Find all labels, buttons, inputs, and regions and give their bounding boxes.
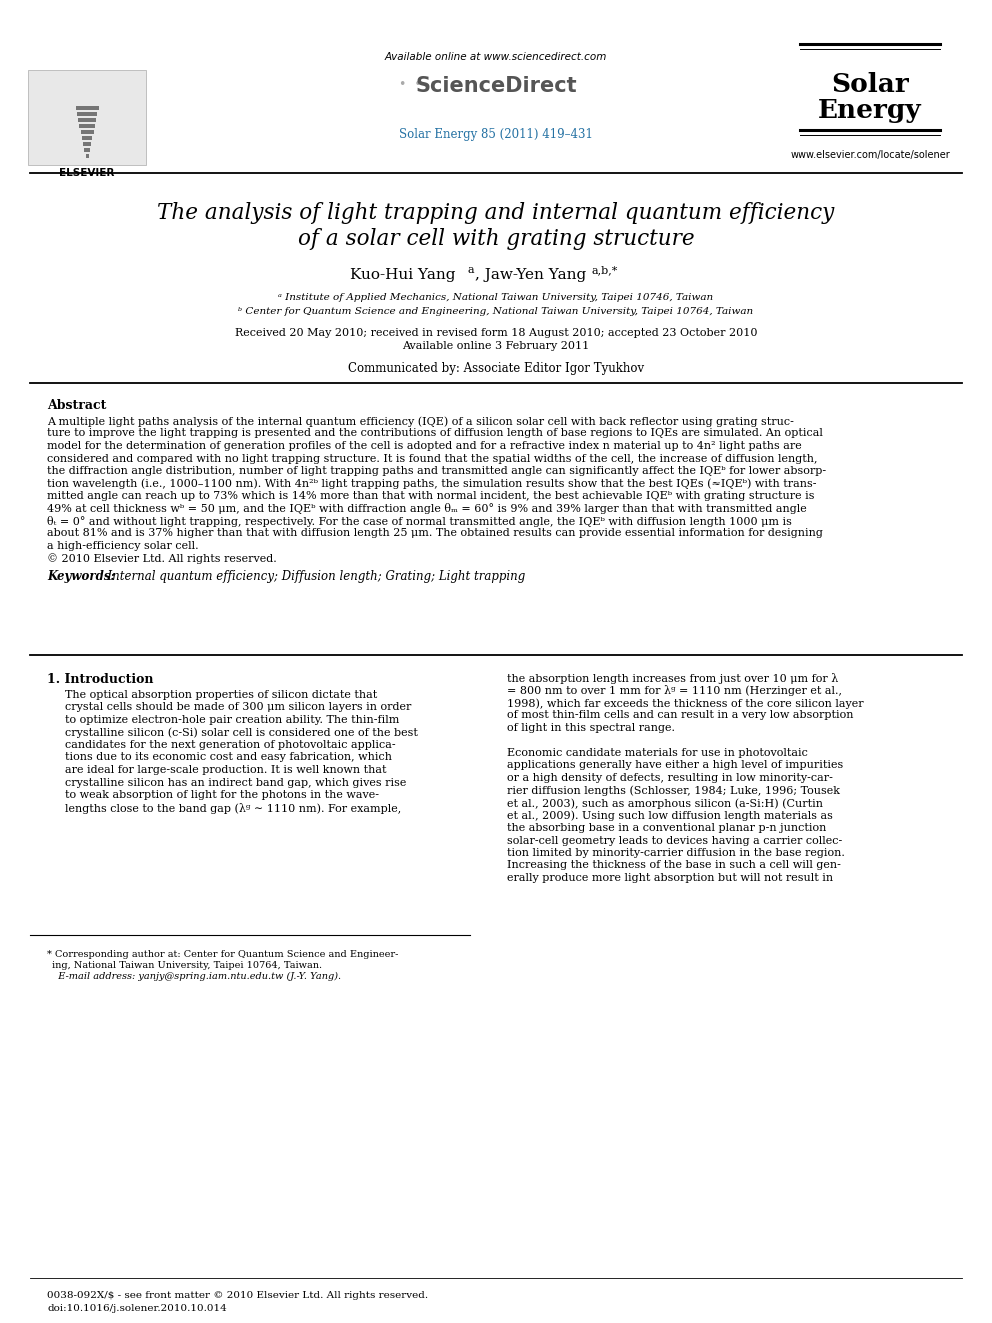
Text: to weak absorption of light for the photons in the wave-: to weak absorption of light for the phot… <box>65 790 379 800</box>
Text: et al., 2009). Using such low diffusion length materials as: et al., 2009). Using such low diffusion … <box>507 811 833 822</box>
Text: applications generally have either a high level of impurities: applications generally have either a hig… <box>507 761 843 770</box>
Text: Keywords:: Keywords: <box>47 570 115 583</box>
Text: Available online at www.sciencedirect.com: Available online at www.sciencedirect.co… <box>385 52 607 62</box>
Bar <box>85 153 88 157</box>
Text: Economic candidate materials for use in photovoltaic: Economic candidate materials for use in … <box>507 747 807 758</box>
Text: Internal quantum efficiency; Diffusion length; Grating; Light trapping: Internal quantum efficiency; Diffusion l… <box>100 570 525 583</box>
Text: model for the determination of generation profiles of the cell is adopted and fo: model for the determination of generatio… <box>47 441 802 451</box>
Text: the absorbing base in a conventional planar p-n junction: the absorbing base in a conventional pla… <box>507 823 826 833</box>
Bar <box>78 118 96 122</box>
Text: crystalline silicon has an indirect band gap, which gives rise: crystalline silicon has an indirect band… <box>65 778 407 787</box>
Bar <box>83 142 91 146</box>
Text: 1. Introduction: 1. Introduction <box>47 673 154 687</box>
Text: considered and compared with no light trapping structure. It is found that the s: considered and compared with no light tr… <box>47 454 817 463</box>
Text: The analysis of light trapping and internal quantum efficiency: The analysis of light trapping and inter… <box>158 202 834 224</box>
Text: a: a <box>468 265 474 275</box>
Bar <box>76 112 97 116</box>
Text: crystalline silicon (c-Si) solar cell is considered one of the best: crystalline silicon (c-Si) solar cell is… <box>65 728 418 738</box>
Text: A multiple light paths analysis of the internal quantum efficiency (IQE) of a si: A multiple light paths analysis of the i… <box>47 415 794 426</box>
Text: crystal cells should be made of 300 μm silicon layers in order: crystal cells should be made of 300 μm s… <box>65 703 412 713</box>
Text: Solar Energy 85 (2011) 419–431: Solar Energy 85 (2011) 419–431 <box>399 128 593 142</box>
Text: Energy: Energy <box>818 98 922 123</box>
Text: of light in this spectral range.: of light in this spectral range. <box>507 722 675 733</box>
Bar <box>28 70 146 165</box>
Text: ing, National Taiwan University, Taipei 10764, Taiwan.: ing, National Taiwan University, Taipei … <box>52 960 322 970</box>
Text: et al., 2003), such as amorphous silicon (a-Si:H) (Curtin: et al., 2003), such as amorphous silicon… <box>507 798 823 808</box>
Text: erally produce more light absorption but will not result in: erally produce more light absorption but… <box>507 873 833 882</box>
Text: ScienceDirect: ScienceDirect <box>416 75 576 97</box>
Bar <box>84 148 89 152</box>
Text: * Corresponding author at: Center for Quantum Science and Engineer-: * Corresponding author at: Center for Qu… <box>47 950 399 959</box>
Text: E-mail address: yanjy@spring.iam.ntu.edu.tw (J.-Y. Yang).: E-mail address: yanjy@spring.iam.ntu.edu… <box>52 972 341 982</box>
Text: the diffraction angle distribution, number of light trapping paths and transmitt: the diffraction angle distribution, numb… <box>47 466 826 476</box>
Text: ELSEVIER: ELSEVIER <box>60 168 115 179</box>
Text: Communicated by: Associate Editor Igor Tyukhov: Communicated by: Associate Editor Igor T… <box>348 363 644 374</box>
Text: a high-efficiency solar cell.: a high-efficiency solar cell. <box>47 541 198 550</box>
Text: © 2010 Elsevier Ltd. All rights reserved.: © 2010 Elsevier Ltd. All rights reserved… <box>47 553 277 565</box>
Text: tion limited by minority-carrier diffusion in the base region.: tion limited by minority-carrier diffusi… <box>507 848 845 859</box>
Text: 49% at cell thickness wᵇ = 50 μm, and the IQEᵇ with diffraction angle θₘ = 60° i: 49% at cell thickness wᵇ = 50 μm, and th… <box>47 504 806 515</box>
Text: tion wavelength (i.e., 1000–1100 nm). With 4n²ᵇ light trapping paths, the simula: tion wavelength (i.e., 1000–1100 nm). Wi… <box>47 479 816 490</box>
Text: Abstract: Abstract <box>47 400 106 411</box>
Bar <box>80 130 93 134</box>
Text: Available online 3 February 2011: Available online 3 February 2011 <box>403 341 589 351</box>
Text: Received 20 May 2010; received in revised form 18 August 2010; accepted 23 Octob: Received 20 May 2010; received in revise… <box>235 328 757 337</box>
Text: The optical absorption properties of silicon dictate that: The optical absorption properties of sil… <box>65 691 377 700</box>
Text: ture to improve the light trapping is presented and the contributions of diffusi: ture to improve the light trapping is pr… <box>47 429 823 438</box>
Bar <box>79 124 95 128</box>
Text: rier diffusion lengths (Schlosser, 1984; Luke, 1996; Tousek: rier diffusion lengths (Schlosser, 1984;… <box>507 786 840 796</box>
Text: of a solar cell with grating structure: of a solar cell with grating structure <box>298 228 694 250</box>
Text: Kuo-Hui Yang: Kuo-Hui Yang <box>350 269 455 282</box>
Text: about 81% and is 37% higher than that with diffusion length 25 μm. The obtained : about 81% and is 37% higher than that wi… <box>47 528 823 538</box>
Text: lengths close to the band gap (λᵍ ∼ 1110 nm). For example,: lengths close to the band gap (λᵍ ∼ 1110… <box>65 803 401 814</box>
Text: are ideal for large-scale production. It is well known that: are ideal for large-scale production. It… <box>65 765 387 775</box>
Text: ᵃ Institute of Applied Mechanics, National Taiwan University, Taipei 10746, Taiw: ᵃ Institute of Applied Mechanics, Nation… <box>279 292 713 302</box>
Text: Solar: Solar <box>831 71 909 97</box>
Text: the absorption length increases from just over 10 μm for λ: the absorption length increases from jus… <box>507 673 838 684</box>
Text: ᵇ Center for Quantum Science and Engineering, National Taiwan University, Taipei: ᵇ Center for Quantum Science and Enginee… <box>238 307 754 316</box>
Text: www.elsevier.com/locate/solener: www.elsevier.com/locate/solener <box>790 149 950 160</box>
Text: doi:10.1016/j.solener.2010.10.014: doi:10.1016/j.solener.2010.10.014 <box>47 1304 227 1312</box>
Text: of most thin-film cells and can result in a very low absorption: of most thin-film cells and can result i… <box>507 710 853 721</box>
Text: mitted angle can reach up to 73% which is 14% more than that with normal inciden: mitted angle can reach up to 73% which i… <box>47 491 814 501</box>
Text: solar-cell geometry leads to devices having a carrier collec-: solar-cell geometry leads to devices hav… <box>507 836 842 845</box>
Text: candidates for the next generation of photovoltaic applica-: candidates for the next generation of ph… <box>65 740 396 750</box>
Text: a,b,*: a,b,* <box>591 265 617 275</box>
Bar <box>81 136 92 140</box>
Text: or a high density of defects, resulting in low minority-car-: or a high density of defects, resulting … <box>507 773 833 783</box>
Bar <box>75 106 98 110</box>
Text: θₜ = 0° and without light trapping, respectively. For the case of normal transmi: θₜ = 0° and without light trapping, resp… <box>47 516 792 527</box>
Text: = 800 nm to over 1 mm for λᵍ = 1110 nm (Herzinger et al.,: = 800 nm to over 1 mm for λᵍ = 1110 nm (… <box>507 685 842 696</box>
Text: Increasing the thickness of the base in such a cell will gen-: Increasing the thickness of the base in … <box>507 860 841 871</box>
Text: tions due to its economic cost and easy fabrication, which: tions due to its economic cost and easy … <box>65 753 392 762</box>
Text: 0038-092X/$ - see front matter © 2010 Elsevier Ltd. All rights reserved.: 0038-092X/$ - see front matter © 2010 El… <box>47 1291 429 1301</box>
Text: to optimize electron-hole pair creation ability. The thin-film: to optimize electron-hole pair creation … <box>65 714 400 725</box>
Text: 1998), which far exceeds the thickness of the core silicon layer: 1998), which far exceeds the thickness o… <box>507 699 864 709</box>
Text: •  •  •: • • • <box>399 78 437 91</box>
Text: , Jaw-Yen Yang: , Jaw-Yen Yang <box>475 269 586 282</box>
